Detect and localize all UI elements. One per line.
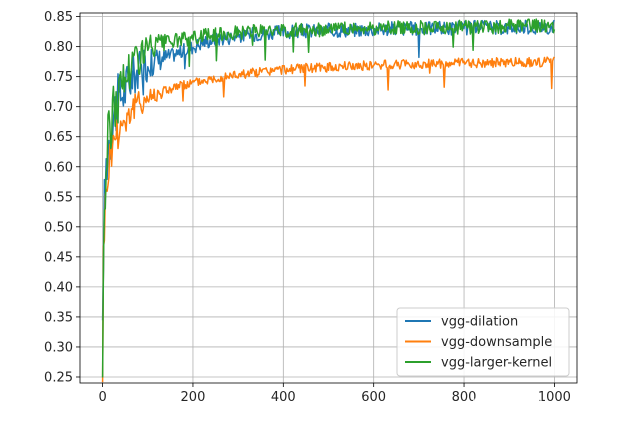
y-tick-label: 0.25 [44, 370, 73, 385]
x-tick-label: 400 [271, 390, 296, 405]
series-group [101, 18, 556, 383]
x-tick-label: 600 [361, 390, 386, 405]
x-tick-label: 200 [181, 390, 206, 405]
y-tick-label: 0.65 [44, 130, 73, 145]
y-tick-label: 0.55 [44, 190, 73, 205]
grid [80, 13, 577, 383]
series-line-vgg-dilation [101, 19, 555, 321]
x-tick-label: 0 [98, 390, 106, 405]
y-tick-label: 0.35 [44, 310, 73, 325]
legend: vgg-dilation vgg-downsample vgg-larger-ker… [396, 307, 570, 377]
series-line-vgg-downsample [101, 56, 556, 383]
y-tick-label: 0.85 [44, 10, 73, 25]
x-tick-label: 1000 [538, 390, 571, 405]
y-tick-label: 0.60 [44, 160, 73, 175]
y-tick-label: 0.80 [44, 40, 73, 55]
legend-label: vgg-downsample [441, 335, 552, 350]
legend-label: vgg-dilation [441, 315, 518, 330]
y-tick-label: 0.50 [44, 220, 73, 235]
legend-box [396, 307, 570, 377]
series-line-vgg-larger-kernel [101, 18, 556, 378]
watermark-text: 知乎 @akkaze-郑安坤 [471, 397, 624, 415]
y-tick-label: 0.40 [44, 280, 73, 295]
y-tick-label: 0.75 [44, 70, 73, 85]
x-tick-label: 800 [452, 390, 477, 405]
ticks: 0 200 400 600 800 1000 0.25 0.30 0.35 0.40 0.45 0.5… [44, 10, 571, 405]
y-tick-label: 0.45 [44, 250, 73, 265]
legend-label: vgg-larger-kernel [441, 356, 552, 371]
y-tick-label: 0.30 [44, 340, 73, 355]
axes-frame [79, 12, 578, 384]
y-tick-label: 0.70 [44, 100, 73, 115]
